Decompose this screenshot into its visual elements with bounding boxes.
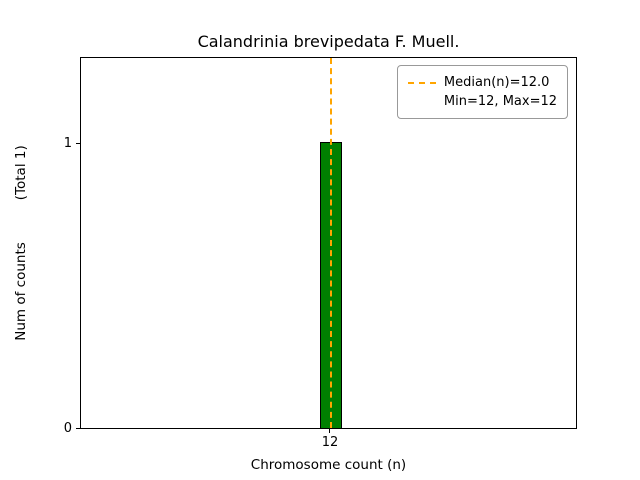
legend-minmax-label: Min=12, Max=12 [443, 94, 557, 109]
y-axis-label-total: (Total 1) [13, 145, 29, 201]
chart-title: Calandrinia brevipedata F. Muell. [197, 32, 460, 51]
legend: Median(n)=12.0 Min=12, Max=12 [396, 65, 568, 119]
y-axis-label-main: Num of counts [13, 242, 29, 341]
y-axis-label: Num of counts (Total 1) [13, 57, 29, 429]
ytick-mark-0 [76, 428, 80, 429]
ytick-mark-1 [76, 143, 80, 144]
ytick-label-0: 0 [63, 421, 72, 436]
median-line [330, 58, 332, 428]
plot-area: Median(n)=12.0 Min=12, Max=12 [80, 57, 577, 429]
legend-entry-median: Median(n)=12.0 [407, 73, 557, 92]
ytick-label-1: 1 [63, 136, 72, 151]
xtick-mark-12 [329, 429, 330, 433]
xtick-label-12: 12 [321, 435, 339, 450]
median-dash-icon [407, 81, 436, 84]
x-axis-label: Chromosome count (n) [250, 457, 407, 473]
legend-median-label: Median(n)=12.0 [443, 75, 550, 90]
legend-entry-minmax: Min=12, Max=12 [444, 92, 557, 111]
